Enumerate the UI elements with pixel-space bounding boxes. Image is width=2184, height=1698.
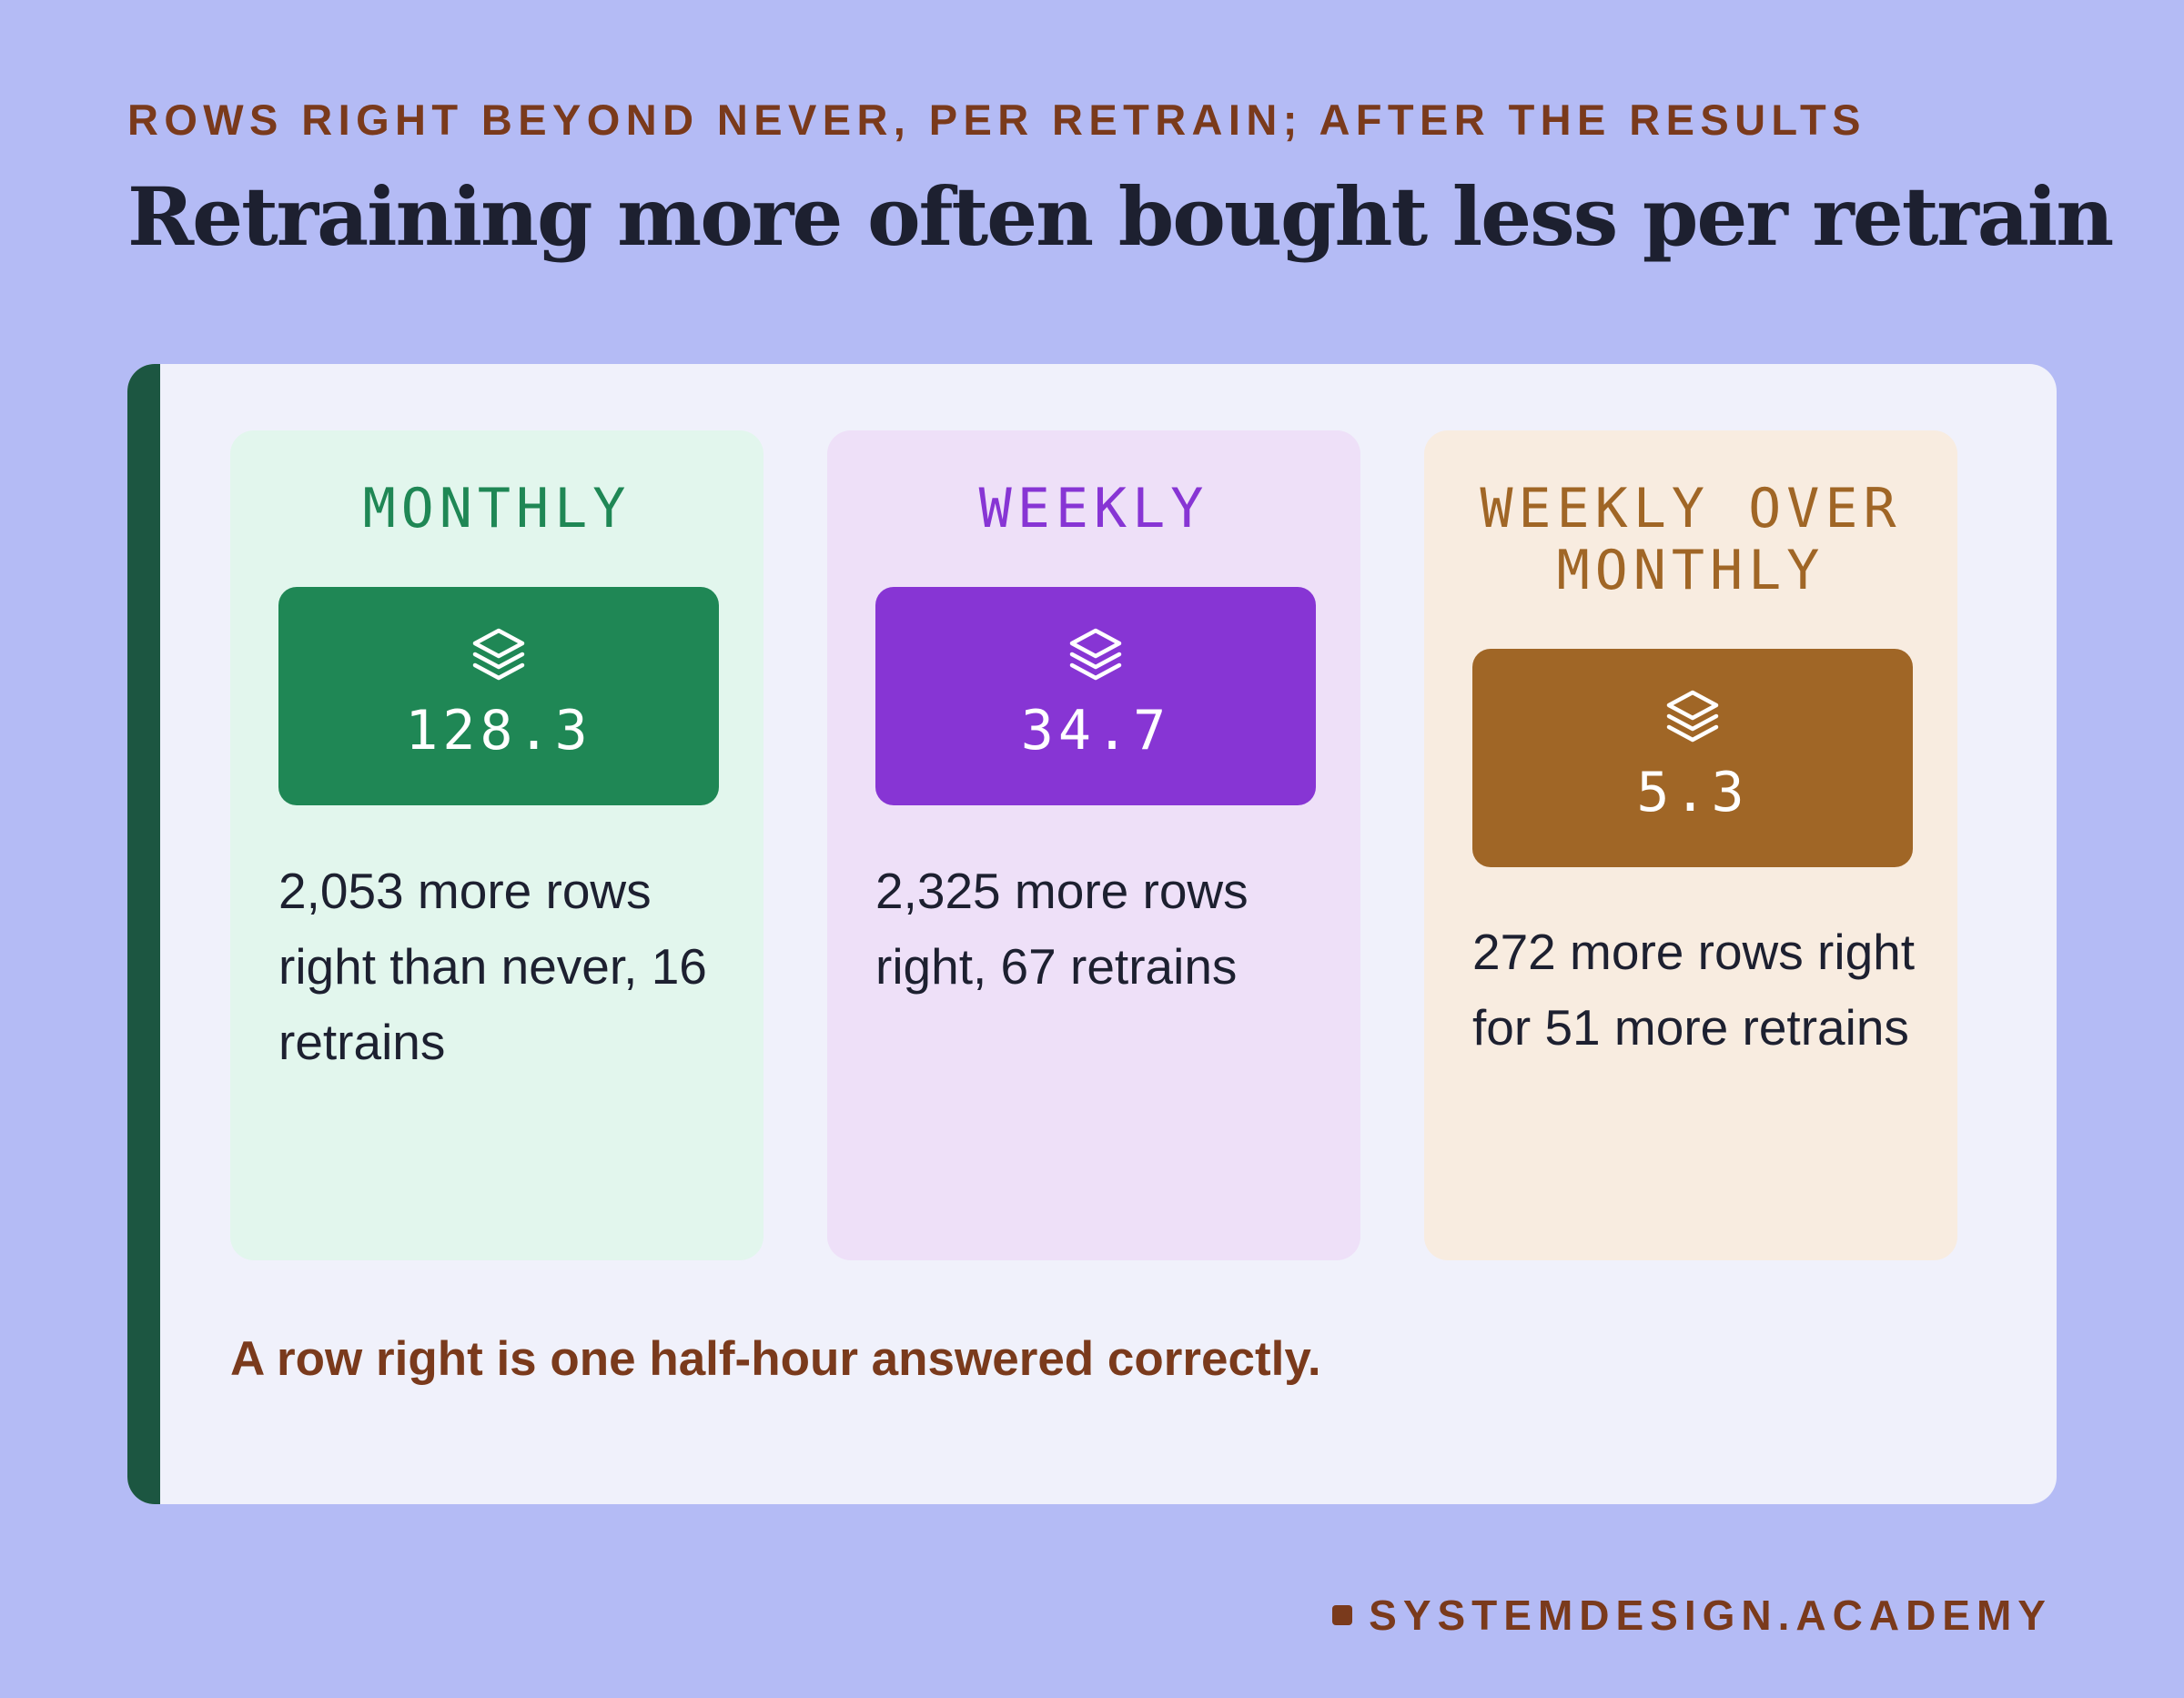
metric-box: 128.3: [278, 587, 719, 805]
metric-box: 34.7: [875, 587, 1316, 805]
page-title: Retraining more often bought less per re…: [127, 169, 2114, 264]
card-weekly: WEEKLY 34.7 2,325 more rows right, 67 re…: [827, 430, 1360, 1260]
layers-icon: [1472, 687, 1913, 745]
card-label: WEEKLY: [978, 477, 1209, 541]
metric-value: 34.7: [1020, 699, 1171, 763]
brand-square-icon: [1332, 1605, 1353, 1625]
layers-icon: [278, 625, 719, 683]
card-description: 2,325 more rows right, 67 retrains: [875, 863, 1249, 995]
card-monthly: MONTHLY 128.3 2,053 more rows right than…: [230, 430, 763, 1260]
kicker-heading: ROWS RIGHT BEYOND NEVER, PER RETRAIN; AF…: [127, 96, 1866, 144]
card-description: 272 more rows right for 51 more retrains: [1472, 924, 1916, 1056]
brand-name: SYSTEMDESIGN.ACADEMY: [1369, 1592, 2052, 1639]
metric-value: 5.3: [1636, 761, 1749, 824]
panel-accent-bar: [127, 364, 160, 1504]
card-label: MONTHLY: [362, 477, 632, 541]
layers-icon: [875, 625, 1316, 683]
footnote: A row right is one half-hour answered co…: [230, 1332, 1321, 1386]
results-panel: MONTHLY 128.3 2,053 more rows right than…: [127, 364, 2057, 1504]
card-weekly-over-monthly: WEEKLY OVER MONTHLY 5.3 272 more rows ri…: [1424, 430, 1957, 1260]
metric-box: 5.3: [1472, 649, 1913, 867]
brand-footer: SYSTEMDESIGN.ACADEMY: [1332, 1591, 2052, 1640]
card-description: 2,053 more rows right than never, 16 ret…: [278, 863, 707, 1070]
metric-value: 128.3: [405, 699, 592, 763]
card-label: WEEKLY OVER MONTHLY: [1480, 477, 1902, 602]
